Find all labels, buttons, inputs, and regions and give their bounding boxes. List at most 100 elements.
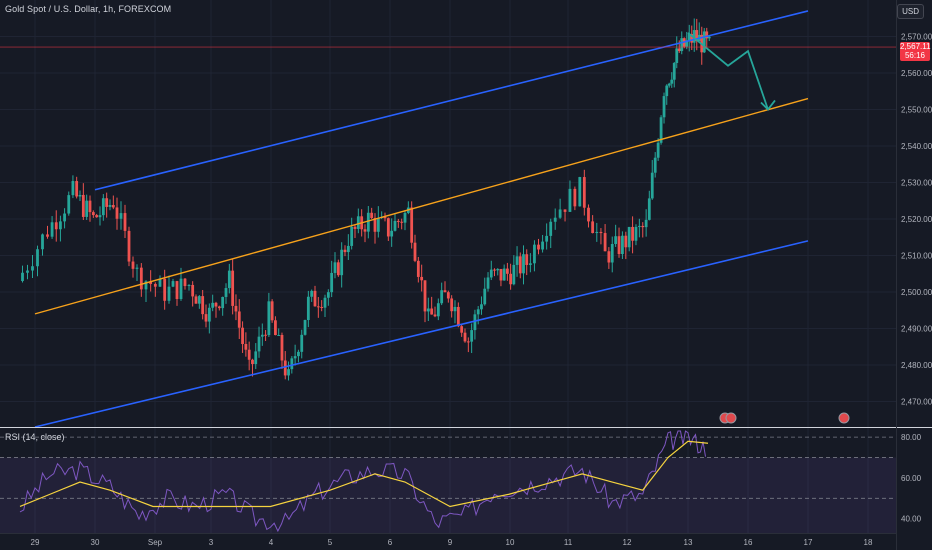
rsi-title: RSI (14, close) [5,432,65,442]
last-price-value: 2,567.11 [900,42,931,52]
candle-body [88,200,92,213]
price-gridlines [0,35,896,402]
candle-body [473,314,477,331]
candle-body [144,281,148,290]
time-tick-label: 11 [564,538,573,547]
candle-body [363,229,367,232]
candle-body [237,311,241,328]
candle-body [287,369,290,376]
candle-body [251,359,254,365]
candle-body [270,301,274,321]
candle-body [300,334,304,352]
candle-body [702,31,706,53]
price-tick-label: 2,500.00 [901,288,932,297]
price-tick-label: 2,530.00 [901,178,932,187]
candle-body [558,209,562,218]
time-tick-label: 3 [209,538,214,547]
candle-body [672,62,676,80]
candle-body [453,306,457,312]
candle-body [545,235,549,242]
candle-body [677,48,681,52]
candle-body [568,188,572,212]
channel-drawings[interactable] [0,10,896,427]
candle-body [274,320,277,336]
candle-body [656,142,660,158]
candle-body [21,272,24,282]
candle-body [204,314,208,322]
candle-body [610,243,614,263]
candle-body [486,277,490,289]
price-tick-label: 2,570.00 [901,32,932,41]
candle-body [690,33,694,43]
candle-body [528,263,532,265]
candle-body [171,281,175,287]
candle-body [466,341,470,343]
time-tick-label: 5 [328,538,333,547]
candle-body [607,251,611,263]
candle-body [297,351,300,357]
candle-body [290,358,294,370]
candle-body [505,268,509,274]
candle-body [400,221,404,223]
candle-body [183,278,187,287]
candle-body [624,235,628,248]
candle-body [158,278,162,287]
rsi-tick-label: 40.00 [901,515,922,524]
time-tick-label: 16 [744,538,753,547]
currency-button[interactable]: USD [897,4,924,19]
candle-body [522,254,525,274]
event-marker-icon[interactable] [725,412,737,424]
time-tick-label: 12 [623,538,632,547]
candle-body [67,195,71,214]
candle-body [489,269,493,278]
channel-lower-line [34,240,809,427]
candle-body [426,308,430,312]
candle-body [603,233,607,252]
candle-body [366,212,370,232]
candle-body [515,256,519,265]
candle-body [502,268,506,281]
candle-body [234,305,238,312]
candle-body [446,292,450,299]
projection-path [687,32,769,110]
candle-body [370,212,374,218]
candle-body [509,273,513,285]
candle-body [71,181,75,196]
candle-body [470,330,474,342]
candle-body [254,351,258,365]
candle-body [617,236,621,255]
price-tick-label: 2,520.00 [901,215,932,224]
candle-body [499,268,503,281]
candle-body [659,117,663,143]
price-tick-label: 2,510.00 [901,251,932,260]
candle-body [483,288,487,305]
time-tick-label: 29 [31,538,40,547]
candle-body [247,349,251,360]
event-markers[interactable] [719,412,850,424]
candle-body [131,261,135,269]
event-marker-icon[interactable] [838,412,850,424]
candle-body [46,234,49,237]
candle-body [211,302,215,308]
rsi-ma-line [19,440,709,508]
candle-body [537,244,540,250]
candle-body [277,334,281,336]
price-tick-label: 2,550.00 [901,105,932,114]
candle-body [105,198,109,207]
candle-body [153,283,157,287]
rsi-band [0,457,896,533]
candle-body [306,296,310,321]
candle-body [383,216,387,219]
time-tick-label: 10 [506,538,515,547]
candle-body [111,205,115,208]
candle-body [460,326,464,333]
candle-body [326,292,330,298]
candle-body [346,245,350,253]
candle-body [573,188,577,207]
candle-body [303,320,307,335]
candle-body [476,309,480,315]
candle-body [627,226,631,248]
price-tick-label: 2,560.00 [901,69,932,78]
candle-body [323,297,327,308]
